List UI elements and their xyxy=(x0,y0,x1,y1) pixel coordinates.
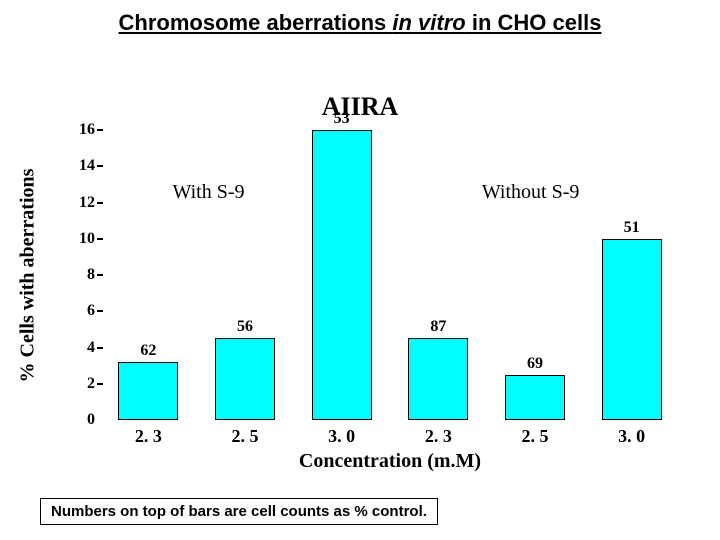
x-tick-label: 3. 0 xyxy=(328,426,355,447)
group-label-with-s9: With S-9 xyxy=(173,181,245,204)
y-tick-label: 0 xyxy=(55,412,95,428)
y-ticks: 0246810121416 xyxy=(55,130,100,420)
page-title-post: in CHO cells xyxy=(466,10,602,35)
y-axis-label: % Cells with aberrations xyxy=(15,130,40,420)
y-tick-label: 4 xyxy=(55,340,95,356)
page-title-pre: Chromosome aberrations xyxy=(119,10,393,35)
bar xyxy=(312,130,372,420)
footnote: Numbers on top of bars are cell counts a… xyxy=(40,498,438,525)
bar-value-label: 69 xyxy=(527,355,543,373)
y-tick-label: 2 xyxy=(55,376,95,392)
x-tick-label: 2. 3 xyxy=(135,426,162,447)
x-ticks: 2. 3 2. 5 3. 0 2. 3 2. 5 3. 0 xyxy=(100,420,680,450)
y-tick-label: 12 xyxy=(55,195,95,211)
page-title: Chromosome aberrations in vitro in CHO c… xyxy=(0,10,720,36)
x-tick-label: 2. 3 xyxy=(425,426,452,447)
x-tick-label: 3. 0 xyxy=(618,426,645,447)
group-label-without-s9: Without S-9 xyxy=(482,181,580,204)
y-tick-label: 14 xyxy=(55,158,95,174)
bar xyxy=(505,375,565,420)
bar-value-label: 87 xyxy=(430,318,446,336)
bar xyxy=(118,362,178,420)
bar-value-label: 56 xyxy=(237,318,253,336)
y-tick-label: 8 xyxy=(55,267,95,283)
plot-area: 625653876951 With S-9 Without S-9 xyxy=(100,130,680,420)
chart-title: AIIRA xyxy=(0,92,720,122)
x-axis-label: Concentration (m.M) xyxy=(100,450,680,473)
x-tick-label: 2. 5 xyxy=(232,426,259,447)
chart: % Cells with aberrations 0246810121416 6… xyxy=(55,130,695,475)
bar xyxy=(602,239,662,420)
x-tick-label: 2. 5 xyxy=(522,426,549,447)
y-tick-label: 10 xyxy=(55,231,95,247)
bars-group: 625653876951 xyxy=(100,130,680,420)
bar xyxy=(215,338,275,420)
bar-value-label: 53 xyxy=(334,110,350,128)
y-tick-label: 16 xyxy=(55,122,95,138)
bar-value-label: 51 xyxy=(624,219,640,237)
bar-value-label: 62 xyxy=(140,342,156,360)
bar xyxy=(408,338,468,420)
page-title-italic: in vitro xyxy=(392,10,465,35)
y-tick-label: 6 xyxy=(55,303,95,319)
